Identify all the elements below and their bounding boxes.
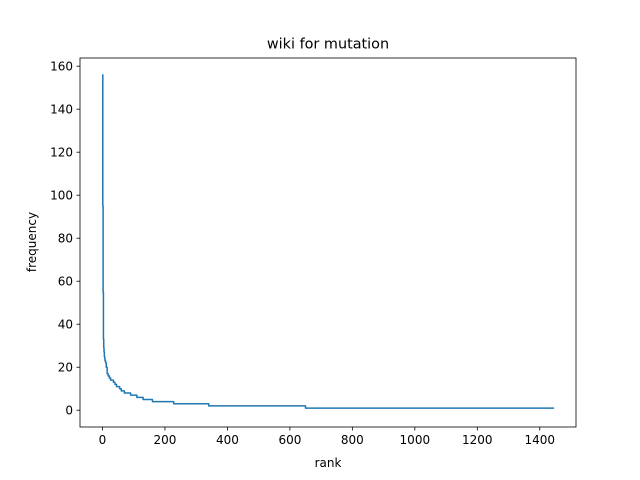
x-tick-label-400: 400 bbox=[216, 433, 239, 447]
x-tick-label-0: 0 bbox=[99, 433, 107, 447]
y-tick-label-120: 120 bbox=[50, 145, 73, 159]
x-tick-label-1000: 1000 bbox=[400, 433, 431, 447]
series-line-0 bbox=[102, 74, 555, 409]
y-tick-label-140: 140 bbox=[50, 102, 73, 116]
x-tick-label-800: 800 bbox=[341, 433, 364, 447]
chart-title: wiki for mutation bbox=[267, 37, 389, 53]
x-tick-label-200: 200 bbox=[154, 433, 177, 447]
x-tick-label-1200: 1200 bbox=[462, 433, 493, 447]
y-tick-label-100: 100 bbox=[50, 188, 73, 202]
y-tick-label-60: 60 bbox=[58, 275, 73, 289]
y-tick-label-160: 160 bbox=[50, 59, 73, 73]
x-tick-label-600: 600 bbox=[278, 433, 301, 447]
y-tick-label-40: 40 bbox=[58, 318, 73, 332]
y-axis-label: frequency bbox=[25, 212, 39, 272]
plot-frame bbox=[79, 57, 577, 428]
y-tick-label-0: 0 bbox=[65, 404, 73, 418]
y-tick-label-20: 20 bbox=[58, 361, 73, 375]
x-tick-label-1400: 1400 bbox=[524, 433, 555, 447]
y-tick-label-80: 80 bbox=[58, 231, 73, 245]
x-axis-label: rank bbox=[315, 456, 342, 470]
